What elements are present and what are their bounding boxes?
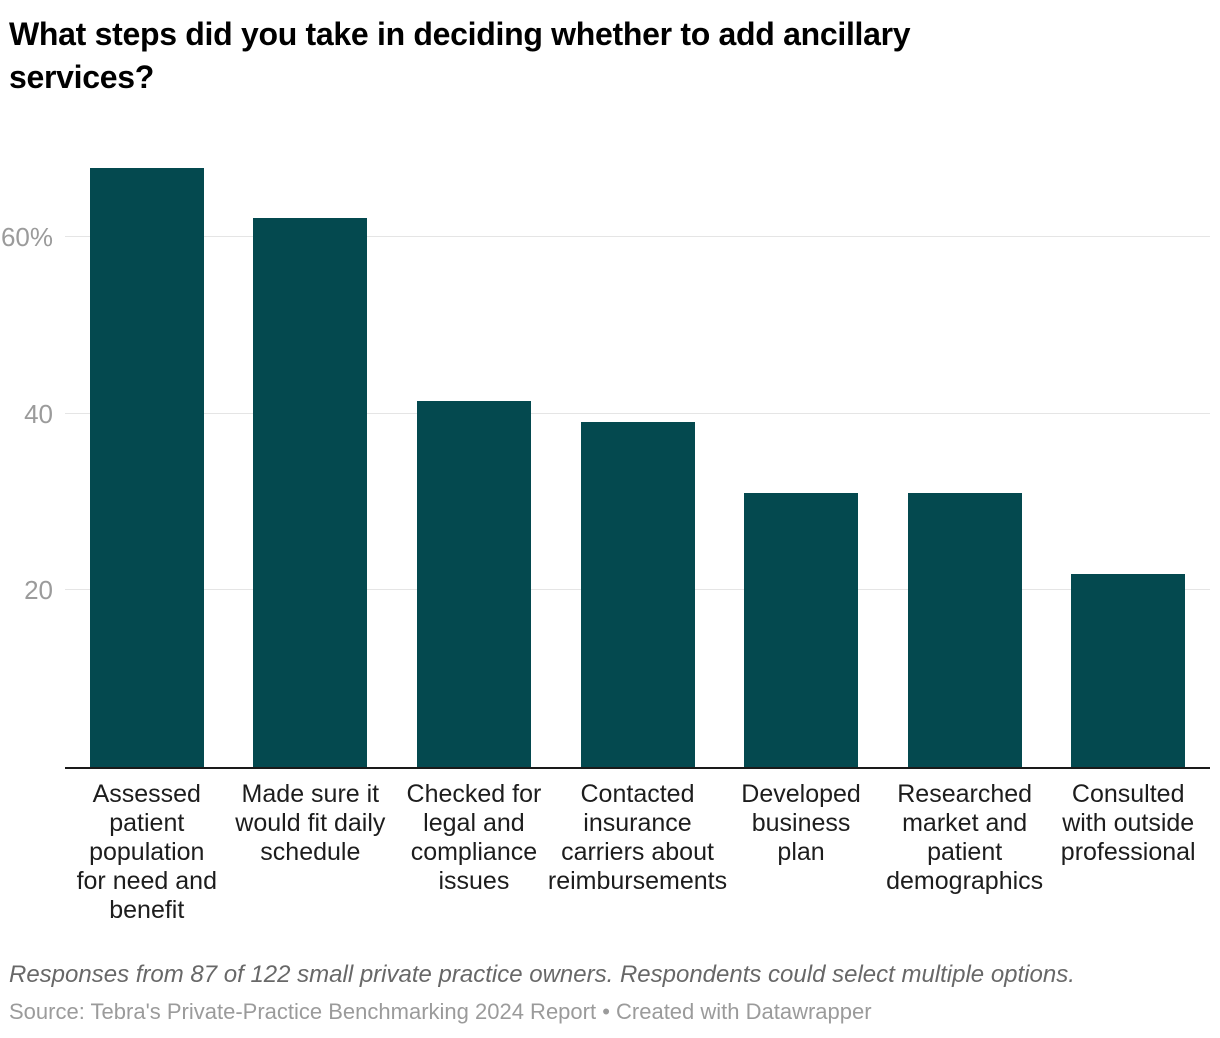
y-axis-tick-label: 60% (0, 222, 53, 253)
chart-notes: Responses from 87 of 122 small private p… (9, 961, 1075, 988)
chart-source-attribution: Source: Tebra's Private-Practice Benchma… (9, 999, 872, 1024)
x-axis-category-label: Developed business plan (741, 780, 861, 866)
x-axis-labels: Assessed patient population for need and… (65, 780, 1210, 935)
x-axis-category-label: Made sure it would fit daily schedule (235, 780, 386, 866)
bar (744, 493, 859, 767)
gridline (65, 236, 1210, 238)
bar (416, 401, 531, 767)
bar (580, 421, 695, 767)
y-axis: 60% 40 20 (0, 150, 53, 767)
bar (89, 168, 204, 767)
x-axis-baseline (65, 767, 1210, 769)
x-axis-category-label: Consulted with outside professional (1060, 780, 1196, 866)
x-axis-category-label: Assessed patient population for need and… (76, 780, 217, 924)
plot-area (65, 150, 1210, 767)
x-axis-category-label: Checked for legal and compliance issues (406, 780, 542, 895)
y-axis-tick-label: 20 (24, 575, 53, 606)
bar (1071, 574, 1186, 767)
chart-title: What steps did you take in deciding whet… (9, 16, 911, 95)
bar (253, 218, 368, 767)
gridline (65, 412, 1210, 414)
bar (907, 493, 1022, 767)
y-axis-tick-label: 40 (24, 398, 53, 429)
x-axis-category-label: Researched market and patient demographi… (886, 780, 1044, 895)
x-axis-category-label: Contacted insurance carriers about reimb… (547, 780, 728, 895)
